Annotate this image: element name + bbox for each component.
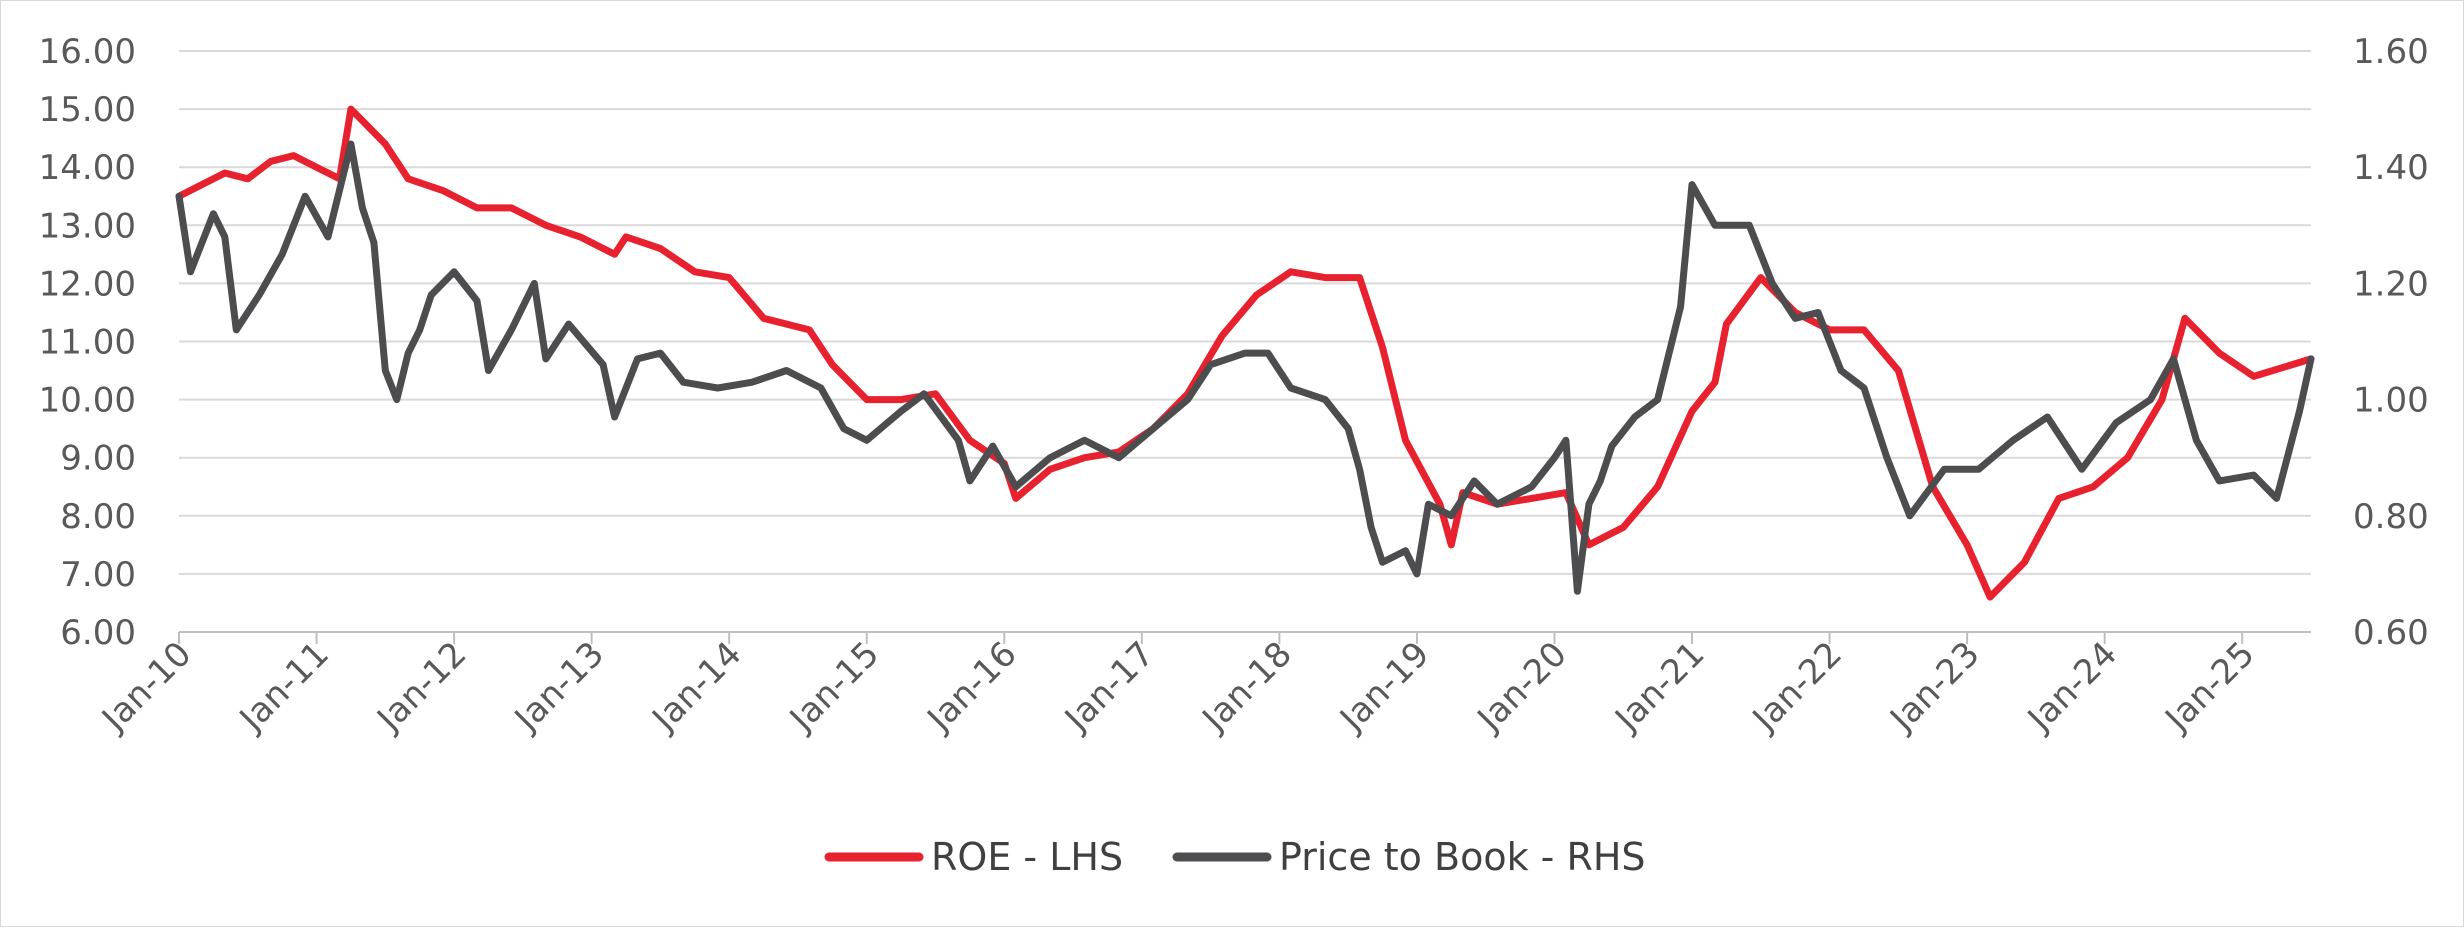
left-tick-label: 11.00 [39, 323, 136, 363]
price-to-book-series-line [175, 140, 2315, 595]
x-tick-label: Jan-14 [644, 634, 750, 740]
left-tick-label: 14.00 [39, 148, 136, 188]
left-tick-label: 9.00 [60, 439, 136, 479]
roe-series-line [175, 105, 2315, 601]
x-tick-label: Jan-16 [919, 634, 1025, 740]
right-axis-ticks: 0.60 0.80 1.00 1.20 1.40 1.60 [2353, 32, 2429, 653]
left-tick-label: 10.00 [39, 381, 136, 421]
left-axis-ticks: 6.00 7.00 8.00 9.00 10.00 11.00 12.00 13.00 14.0… [39, 32, 136, 653]
x-tick-label: Jan-15 [781, 634, 887, 740]
left-tick-label: 16.00 [39, 32, 136, 72]
left-tick-label: 12.00 [39, 264, 136, 304]
left-tick-label: 7.00 [60, 555, 136, 595]
x-tick-label: Jan-19 [1331, 634, 1437, 740]
right-tick-label: 0.60 [2353, 613, 2429, 653]
x-tick-label: Jan-24 [2019, 634, 2125, 740]
left-tick-label: 6.00 [60, 613, 136, 653]
left-tick-label: 13.00 [39, 206, 136, 246]
x-tick-label: Jan-17 [1056, 634, 1162, 740]
right-tick-label: 1.20 [2353, 264, 2429, 304]
legend-label: Price to Book - RHS [1279, 835, 1646, 879]
right-tick-label: 0.80 [2353, 497, 2429, 537]
x-axis: Jan-10 Jan-11 Jan-12 Jan-13 Jan-14 Jan-15 Jan-… [93, 631, 2311, 740]
x-tick-label: Jan-13 [506, 634, 612, 740]
x-tick-label: Jan-22 [1744, 634, 1850, 740]
x-tick-label: Jan-23 [1881, 634, 1987, 740]
x-tick-label: Jan-18 [1194, 634, 1300, 740]
x-tick-label: Jan-11 [231, 634, 337, 740]
legend: ROE - LHS Price to Book - RHS [824, 835, 1646, 879]
left-tick-label: 15.00 [39, 90, 136, 130]
x-tick-label: Jan-25 [2157, 634, 2263, 740]
right-tick-label: 1.40 [2353, 148, 2429, 188]
x-tick-label: Jan-20 [1469, 634, 1575, 740]
left-tick-label: 8.00 [60, 497, 136, 537]
right-tick-label: 1.00 [2353, 381, 2429, 421]
series-lines [175, 105, 2315, 601]
right-tick-label: 1.60 [2353, 32, 2429, 72]
legend-label: ROE - LHS [931, 835, 1123, 879]
x-tick-label: Jan-12 [368, 634, 474, 740]
x-tick-label: Jan-21 [1606, 634, 1712, 740]
gridlines [179, 50, 2311, 633]
